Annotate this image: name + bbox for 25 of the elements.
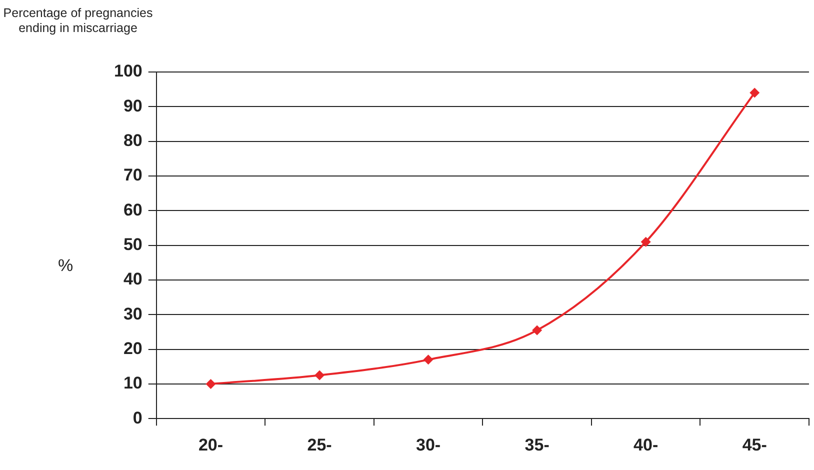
- y-tick-label: 10: [123, 374, 142, 393]
- y-tick-label: 70: [123, 166, 142, 185]
- y-tick-label: 30: [123, 304, 142, 324]
- x-tick-label: 35-: [524, 435, 550, 454]
- chart-title: Percentage of pregnancies ending in miscarriage: [2, 6, 154, 36]
- x-tick-label: 45-: [742, 435, 767, 454]
- point: [532, 325, 542, 336]
- x-tick-label: 40-: [634, 435, 658, 454]
- point: [206, 378, 216, 389]
- x-tick-label: 30-: [416, 435, 441, 454]
- y-tick-label: 40: [123, 270, 142, 289]
- y-tick-label: 50: [123, 234, 142, 254]
- point: [423, 354, 434, 365]
- point: [750, 88, 760, 98]
- y-axis-title: %: [58, 256, 74, 276]
- x-tick-label: 25-: [307, 435, 332, 454]
- y-tick-label: 0: [132, 408, 142, 428]
- y-tick-label: 80: [123, 131, 142, 150]
- y-tick-label: 90: [123, 96, 142, 116]
- point: [314, 370, 325, 380]
- x-tick-label: 20-: [198, 435, 224, 454]
- y-tick-label: 20: [123, 338, 142, 358]
- point: [640, 236, 651, 247]
- y-tick-label: 60: [123, 200, 142, 220]
- y-tick-label: 100: [114, 62, 142, 81]
